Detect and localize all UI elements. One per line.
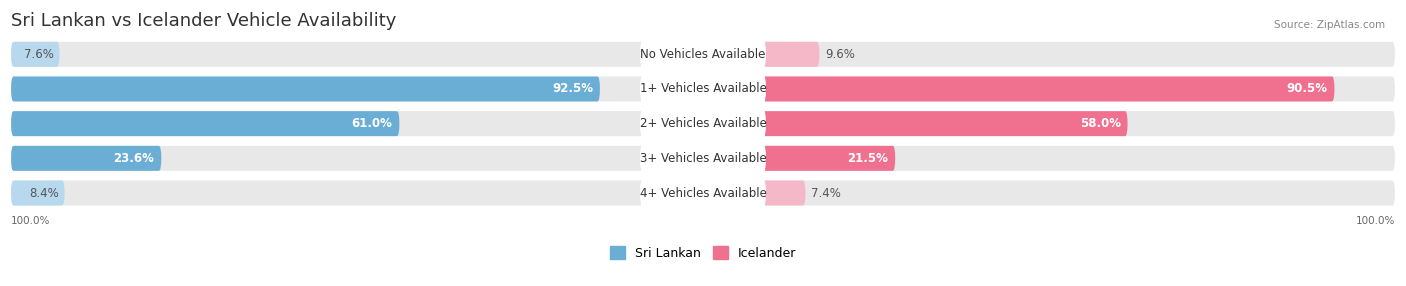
FancyBboxPatch shape bbox=[11, 180, 1395, 205]
FancyBboxPatch shape bbox=[758, 180, 806, 205]
FancyBboxPatch shape bbox=[640, 109, 766, 138]
FancyBboxPatch shape bbox=[758, 42, 820, 67]
Text: 100.0%: 100.0% bbox=[1355, 216, 1395, 226]
Text: Source: ZipAtlas.com: Source: ZipAtlas.com bbox=[1274, 20, 1385, 30]
FancyBboxPatch shape bbox=[640, 144, 766, 173]
FancyBboxPatch shape bbox=[11, 111, 399, 136]
Text: 2+ Vehicles Available: 2+ Vehicles Available bbox=[640, 117, 766, 130]
FancyBboxPatch shape bbox=[11, 76, 1395, 102]
Text: 92.5%: 92.5% bbox=[553, 82, 593, 96]
Text: 61.0%: 61.0% bbox=[352, 117, 392, 130]
FancyBboxPatch shape bbox=[758, 111, 1128, 136]
Text: 100.0%: 100.0% bbox=[11, 216, 51, 226]
Text: 23.6%: 23.6% bbox=[114, 152, 155, 165]
Text: 9.6%: 9.6% bbox=[825, 48, 855, 61]
Text: 21.5%: 21.5% bbox=[848, 152, 889, 165]
FancyBboxPatch shape bbox=[758, 146, 896, 171]
FancyBboxPatch shape bbox=[11, 146, 162, 171]
Text: No Vehicles Available: No Vehicles Available bbox=[640, 48, 766, 61]
Text: 4+ Vehicles Available: 4+ Vehicles Available bbox=[640, 186, 766, 200]
Text: 7.4%: 7.4% bbox=[811, 186, 841, 200]
FancyBboxPatch shape bbox=[640, 74, 766, 104]
FancyBboxPatch shape bbox=[758, 76, 1334, 102]
FancyBboxPatch shape bbox=[11, 180, 65, 205]
Text: 90.5%: 90.5% bbox=[1286, 82, 1327, 96]
Legend: Sri Lankan, Icelander: Sri Lankan, Icelander bbox=[610, 247, 796, 260]
FancyBboxPatch shape bbox=[11, 146, 1395, 171]
FancyBboxPatch shape bbox=[11, 42, 59, 67]
Text: 3+ Vehicles Available: 3+ Vehicles Available bbox=[640, 152, 766, 165]
FancyBboxPatch shape bbox=[11, 42, 1395, 67]
FancyBboxPatch shape bbox=[11, 76, 600, 102]
Text: 58.0%: 58.0% bbox=[1080, 117, 1121, 130]
Text: 1+ Vehicles Available: 1+ Vehicles Available bbox=[640, 82, 766, 96]
Text: Sri Lankan vs Icelander Vehicle Availability: Sri Lankan vs Icelander Vehicle Availabi… bbox=[11, 12, 396, 30]
FancyBboxPatch shape bbox=[11, 111, 1395, 136]
FancyBboxPatch shape bbox=[640, 178, 766, 208]
Text: 8.4%: 8.4% bbox=[30, 186, 59, 200]
Text: 7.6%: 7.6% bbox=[24, 48, 53, 61]
FancyBboxPatch shape bbox=[640, 40, 766, 69]
